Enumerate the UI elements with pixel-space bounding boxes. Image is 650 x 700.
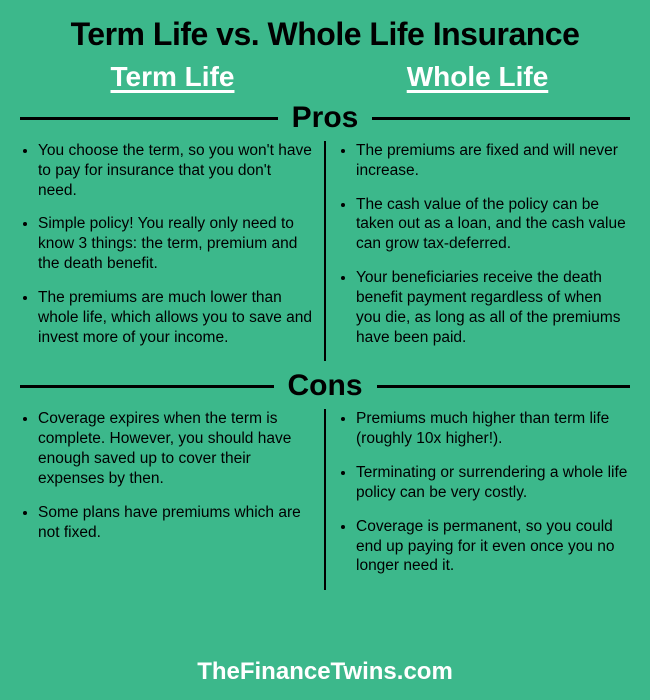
footer-credit: TheFinanceTwins.com <box>0 652 650 700</box>
pros-right-column: The premiums are fixed and will never in… <box>324 141 630 361</box>
list-item: Your beneficiaries receive the death ben… <box>356 268 630 347</box>
list-item: The premiums are much lower than whole l… <box>38 288 312 347</box>
list-item: Premiums much higher than term life (rou… <box>356 409 630 449</box>
pros-label-row: Pros <box>0 101 650 135</box>
list-item: The premiums are fixed and will never in… <box>356 141 630 181</box>
column-header-right: Whole Life <box>325 61 630 101</box>
pros-left-list: You choose the term, so you won't have t… <box>20 141 312 347</box>
cons-right-list: Premiums much higher than term life (rou… <box>338 409 630 576</box>
infographic-container: Term Life vs. Whole Life Insurance Term … <box>0 0 650 700</box>
list-item: Coverage is permanent, so you could end … <box>356 517 630 576</box>
list-item: Simple policy! You really only need to k… <box>38 214 312 273</box>
cons-left-column: Coverage expires when the term is comple… <box>20 409 324 590</box>
pros-left-column: You choose the term, so you won't have t… <box>20 141 324 361</box>
pros-right-list: The premiums are fixed and will never in… <box>338 141 630 347</box>
pros-label: Pros <box>278 101 373 135</box>
list-item: Coverage expires when the term is comple… <box>38 409 312 488</box>
divider-line <box>20 385 274 388</box>
cons-right-column: Premiums much higher than term life (rou… <box>324 409 630 590</box>
main-title: Term Life vs. Whole Life Insurance <box>0 0 650 61</box>
column-headers-row: Term Life Whole Life <box>0 61 650 101</box>
cons-columns: Coverage expires when the term is comple… <box>0 403 650 598</box>
cons-label: Cons <box>274 369 377 403</box>
cons-label-row: Cons <box>0 369 650 403</box>
list-item: You choose the term, so you won't have t… <box>38 141 312 200</box>
column-header-left: Term Life <box>20 61 325 101</box>
cons-left-list: Coverage expires when the term is comple… <box>20 409 312 542</box>
list-item: Some plans have premiums which are not f… <box>38 503 312 543</box>
list-item: The cash value of the policy can be take… <box>356 195 630 254</box>
divider-line <box>377 385 631 388</box>
divider-line <box>372 117 630 120</box>
list-item: Terminating or surrendering a whole life… <box>356 463 630 503</box>
divider-line <box>20 117 278 120</box>
pros-columns: You choose the term, so you won't have t… <box>0 135 650 369</box>
